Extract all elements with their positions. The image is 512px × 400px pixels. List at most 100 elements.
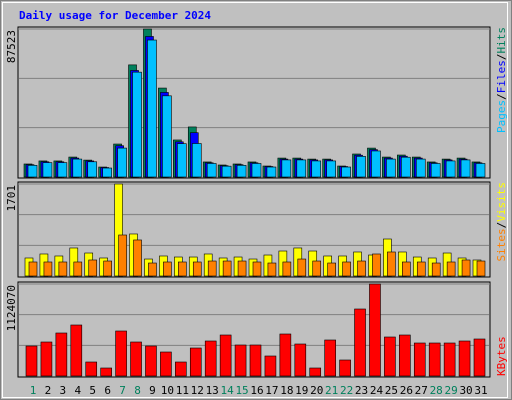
bar	[282, 261, 292, 277]
bar	[369, 283, 381, 377]
bar	[178, 261, 187, 277]
x-tick-label: 3	[60, 384, 67, 397]
x-tick-label: 10	[161, 384, 174, 397]
x-tick-label: 27	[415, 384, 428, 397]
bar	[264, 355, 277, 377]
bar	[251, 163, 262, 178]
bar	[430, 163, 441, 178]
x-tick-label: 15	[235, 384, 248, 397]
bar	[267, 262, 277, 277]
x-tick-label: 2	[45, 384, 52, 397]
bar	[252, 261, 262, 277]
legend-entry: Pages	[495, 100, 508, 133]
x-tick-label: 8	[134, 384, 141, 397]
bar	[476, 260, 486, 277]
bar	[40, 341, 53, 377]
bar	[42, 162, 53, 178]
bar	[70, 324, 83, 377]
x-tick-label: 16	[250, 384, 263, 397]
y-tick-label: 87523	[5, 30, 18, 63]
bar	[458, 340, 471, 377]
x-tick-label: 24	[370, 384, 384, 397]
legend-entry: Sites	[495, 228, 508, 261]
bar	[281, 159, 292, 178]
bar	[399, 334, 411, 377]
bar	[342, 261, 351, 277]
bar	[206, 163, 217, 178]
bar	[130, 341, 142, 377]
bar	[371, 150, 381, 178]
bar	[431, 262, 441, 277]
bar	[132, 71, 142, 178]
bar	[354, 308, 366, 377]
legend-entry: Files	[495, 60, 508, 93]
y-tick-label: 1701	[5, 185, 18, 212]
bar	[234, 344, 247, 377]
bar	[222, 260, 232, 277]
bar	[221, 165, 232, 178]
y-tick-label: 1124070	[5, 285, 18, 331]
bar	[118, 234, 127, 277]
bar	[339, 359, 351, 377]
bar	[249, 344, 262, 377]
bar	[204, 340, 217, 377]
bar	[57, 162, 68, 178]
legend: KBytes	[495, 336, 508, 376]
bevel	[2, 2, 508, 398]
bar	[311, 160, 322, 178]
x-tick-label: 28	[430, 384, 443, 397]
x-tick-label: 22	[340, 384, 353, 397]
x-tick-label: 13	[206, 384, 219, 397]
bar	[341, 166, 351, 178]
x-tick-label: 31	[474, 384, 487, 397]
x-tick-label: 4	[74, 384, 81, 397]
bar	[147, 39, 157, 178]
bar	[163, 261, 172, 277]
legend-entry: KBytes	[495, 336, 508, 376]
x-tick-label: 23	[355, 384, 368, 397]
bar	[415, 158, 426, 178]
x-tick-label: 9	[149, 384, 156, 397]
bar	[58, 261, 68, 277]
x-tick-label: 1	[30, 384, 37, 397]
x-tick-label: 25	[385, 384, 398, 397]
bar	[296, 159, 307, 178]
bar	[191, 143, 202, 178]
bar	[326, 160, 336, 178]
x-tick-label: 30	[459, 384, 472, 397]
bar	[145, 345, 157, 377]
x-tick-label: 18	[280, 384, 293, 397]
x-tick-label: 7	[119, 384, 126, 397]
bar	[401, 156, 411, 178]
bar	[237, 260, 247, 277]
legend-entry: Visits	[495, 182, 508, 222]
x-tick-label: 14	[221, 384, 235, 397]
legend-entry: Hits	[495, 27, 508, 54]
bar	[148, 262, 157, 277]
bar	[85, 361, 98, 377]
bar	[312, 260, 322, 277]
bar	[177, 143, 187, 178]
bar	[446, 261, 456, 277]
x-tick-label: 11	[176, 384, 189, 397]
legend-separator: /	[495, 222, 508, 229]
bar	[117, 147, 127, 178]
x-tick-label: 19	[295, 384, 308, 397]
chart-title: Daily usage for December 2024	[19, 9, 211, 22]
x-tick-label: 29	[445, 384, 458, 397]
x-tick-label: 5	[89, 384, 96, 397]
x-tick-label: 12	[191, 384, 204, 397]
bar	[460, 159, 471, 178]
bar	[100, 367, 112, 377]
bar	[27, 165, 38, 178]
bar	[387, 251, 396, 277]
bar	[461, 259, 471, 277]
bar	[372, 253, 381, 277]
bar	[189, 347, 202, 377]
bar	[445, 160, 456, 178]
bar	[55, 332, 68, 377]
bar	[356, 156, 366, 178]
bar	[279, 333, 292, 377]
bar	[162, 95, 172, 178]
bar	[327, 262, 336, 277]
